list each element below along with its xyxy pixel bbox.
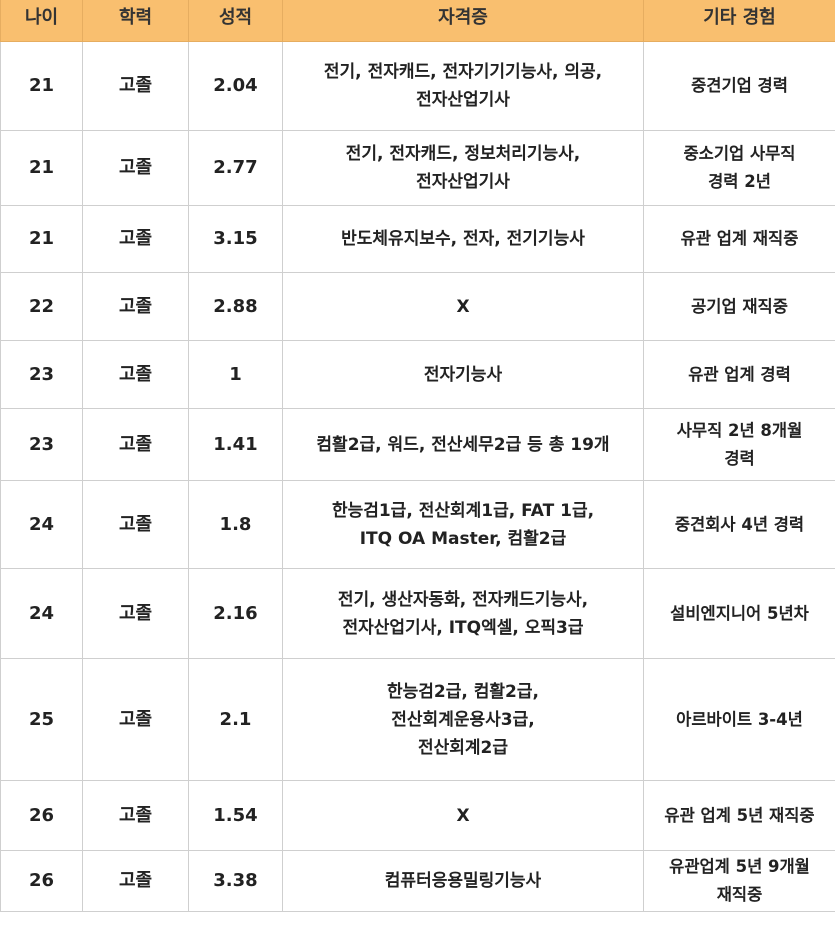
- header-age: 나이: [0, 0, 83, 42]
- experience-cell: 중소기업 사무직 경력 2년: [643, 130, 835, 206]
- header-experience: 기타 경험: [643, 0, 835, 42]
- experience-cell: 중견회사 4년 경력: [643, 480, 835, 569]
- header-row: 나이 학력 성적 자격증 기타 경험: [0, 0, 835, 42]
- header-education: 학력: [82, 0, 189, 42]
- gpa-cell: 2.88: [188, 272, 283, 341]
- certificates-cell: X: [282, 780, 644, 851]
- certificates-cell: 컴활2급, 워드, 전산세무2급 등 총 19개: [282, 408, 644, 481]
- certificates-cell: 한능검1급, 전산회계1급, FAT 1급, ITQ OA Master, 컴활2…: [282, 480, 644, 569]
- table-row: 21 고졸 2.04 전기, 전자캐드, 전자기기기능사, 의공, 전자산업기사 중견기업…: [0, 41, 835, 131]
- table-row: 26 고졸 1.54 X 유관 업계 5년 재직중: [0, 780, 835, 851]
- certificates-cell: 반도체유지보수, 전자, 전기기능사: [282, 205, 644, 273]
- age-cell: 24: [0, 568, 83, 659]
- experience-cell: 유관 업계 경력: [643, 340, 835, 409]
- age-cell: 21: [0, 130, 83, 206]
- table-row: 25 고졸 2.1 한능검2급, 컴활2급, 전산회계운용사3급, 전산회계2급 아르바이트…: [0, 658, 835, 781]
- education-cell: 고졸: [82, 480, 189, 569]
- age-cell: 26: [0, 780, 83, 851]
- table-row: 22 고졸 2.88 X 공기업 재직중: [0, 272, 835, 341]
- header-certificates: 자격증: [282, 0, 644, 42]
- age-cell: 23: [0, 340, 83, 409]
- certificates-cell: 전기, 전자캐드, 전자기기기능사, 의공, 전자산업기사: [282, 41, 644, 131]
- table-row: 21 고졸 2.77 전기, 전자캐드, 정보처리기능사, 전자산업기사 중소기업 사무직…: [0, 130, 835, 206]
- experience-cell: 중견기업 경력: [643, 41, 835, 131]
- gpa-cell: 1: [188, 340, 283, 409]
- gpa-cell: 2.77: [188, 130, 283, 206]
- experience-cell: 유관업계 5년 9개월 재직중: [643, 850, 835, 912]
- education-cell: 고졸: [82, 130, 189, 206]
- experience-cell: 설비엔지니어 5년차: [643, 568, 835, 659]
- experience-cell: 사무직 2년 8개월 경력: [643, 408, 835, 481]
- gpa-cell: 1.8: [188, 480, 283, 569]
- table-row: 23 고졸 1.41 컴활2급, 워드, 전산세무2급 등 총 19개 사무직 2년 8…: [0, 408, 835, 481]
- education-cell: 고졸: [82, 408, 189, 481]
- certificates-cell: 한능검2급, 컴활2급, 전산회계운용사3급, 전산회계2급: [282, 658, 644, 781]
- age-cell: 26: [0, 850, 83, 912]
- education-cell: 고졸: [82, 850, 189, 912]
- table-row: 23 고졸 1 전자기능사 유관 업계 경력: [0, 340, 835, 409]
- gpa-cell: 3.38: [188, 850, 283, 912]
- education-cell: 고졸: [82, 41, 189, 131]
- table-row: 26 고졸 3.38 컴퓨터응용밀링기능사 유관업계 5년 9개월 재직중: [0, 850, 835, 912]
- certificates-cell: X: [282, 272, 644, 341]
- experience-cell: 유관 업계 재직중: [643, 205, 835, 273]
- certificates-cell: 전기, 전자캐드, 정보처리기능사, 전자산업기사: [282, 130, 644, 206]
- certificates-cell: 전기, 생산자동화, 전자캐드기능사, 전자산업기사, ITQ엑셀, 오픽3급: [282, 568, 644, 659]
- table-row: 21 고졸 3.15 반도체유지보수, 전자, 전기기능사 유관 업계 재직중: [0, 205, 835, 273]
- education-cell: 고졸: [82, 272, 189, 341]
- education-cell: 고졸: [82, 568, 189, 659]
- certificates-cell: 전자기능사: [282, 340, 644, 409]
- education-cell: 고졸: [82, 205, 189, 273]
- age-cell: 23: [0, 408, 83, 481]
- gpa-cell: 2.04: [188, 41, 283, 131]
- header-gpa: 성적: [188, 0, 283, 42]
- age-cell: 22: [0, 272, 83, 341]
- experience-cell: 아르바이트 3-4년: [643, 658, 835, 781]
- education-cell: 고졸: [82, 658, 189, 781]
- table-row: 24 고졸 1.8 한능검1급, 전산회계1급, FAT 1급, ITQ OA Mast…: [0, 480, 835, 569]
- age-cell: 24: [0, 480, 83, 569]
- experience-cell: 공기업 재직중: [643, 272, 835, 341]
- certificates-cell: 컴퓨터응용밀링기능사: [282, 850, 644, 912]
- age-cell: 21: [0, 205, 83, 273]
- age-cell: 25: [0, 658, 83, 781]
- table-row: 24 고졸 2.16 전기, 생산자동화, 전자캐드기능사, 전자산업기사, ITQ엑셀…: [0, 568, 835, 659]
- education-cell: 고졸: [82, 780, 189, 851]
- gpa-cell: 2.16: [188, 568, 283, 659]
- age-cell: 21: [0, 41, 83, 131]
- gpa-cell: 2.1: [188, 658, 283, 781]
- gpa-cell: 3.15: [188, 205, 283, 273]
- education-cell: 고졸: [82, 340, 189, 409]
- gpa-cell: 1.54: [188, 780, 283, 851]
- experience-cell: 유관 업계 5년 재직중: [643, 780, 835, 851]
- gpa-cell: 1.41: [188, 408, 283, 481]
